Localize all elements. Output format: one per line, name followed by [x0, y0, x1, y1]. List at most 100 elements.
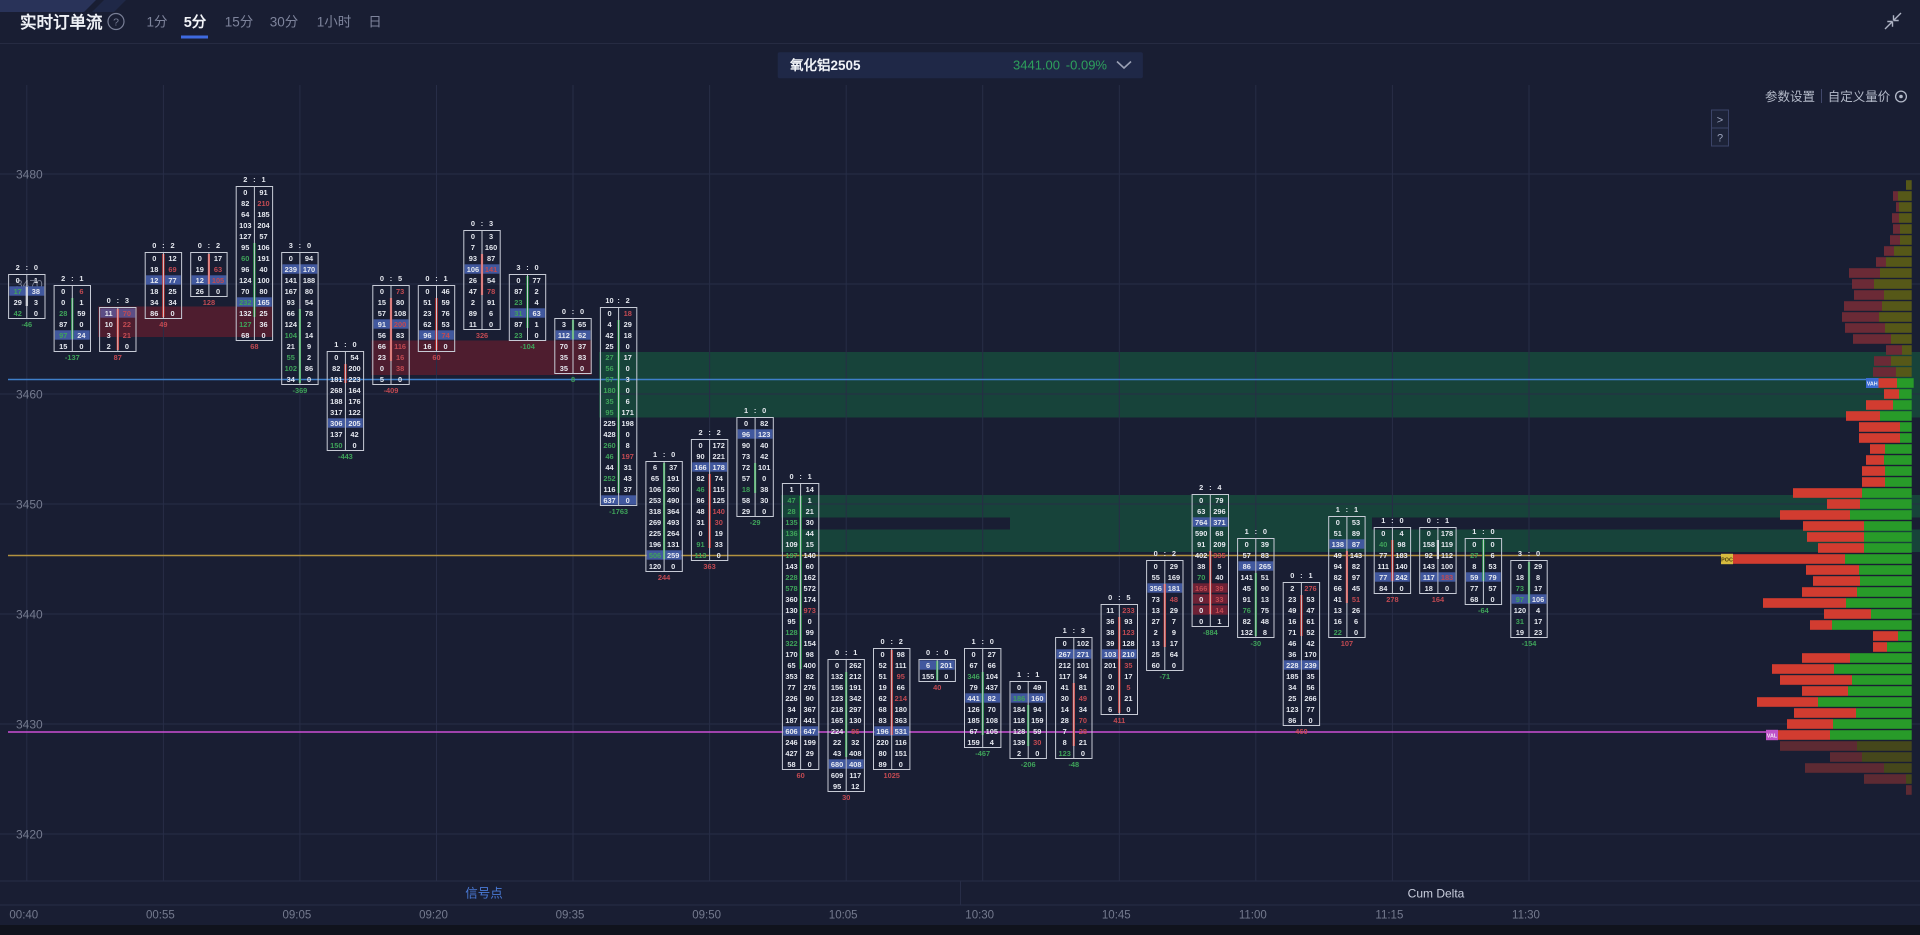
svg-text:5: 5	[1126, 593, 1130, 602]
svg-text:3: 3	[1518, 549, 1522, 558]
svg-text:17: 17	[14, 287, 22, 296]
svg-text:53: 53	[1306, 595, 1314, 604]
svg-text:0: 0	[1063, 639, 1067, 648]
svg-text:30: 30	[760, 496, 768, 505]
svg-text:70: 70	[123, 309, 131, 318]
svg-text:2: 2	[1172, 549, 1176, 558]
svg-text:0: 0	[34, 309, 38, 318]
svg-text:47: 47	[469, 287, 477, 296]
svg-text:428: 428	[603, 430, 615, 439]
svg-text:89: 89	[878, 760, 886, 769]
svg-text:20: 20	[1106, 683, 1114, 692]
svg-text:460: 460	[1295, 727, 1307, 736]
svg-text:176: 176	[348, 397, 360, 406]
svg-text:0: 0	[1199, 606, 1203, 615]
svg-text:117: 117	[1059, 672, 1071, 681]
svg-text:267: 267	[1059, 650, 1071, 659]
svg-text:57: 57	[742, 474, 750, 483]
svg-text:1: 1	[808, 496, 812, 505]
svg-text:3460: 3460	[16, 388, 43, 402]
svg-text:171: 171	[622, 408, 634, 417]
svg-text:143: 143	[785, 562, 797, 571]
svg-text:0: 0	[1518, 562, 1522, 571]
svg-text:49: 49	[1033, 683, 1041, 692]
svg-text:116: 116	[895, 738, 907, 747]
svg-text:116: 116	[604, 485, 616, 494]
svg-text:26: 26	[469, 276, 477, 285]
svg-text:25: 25	[259, 309, 267, 318]
svg-text:54: 54	[487, 276, 496, 285]
svg-text:0: 0	[1427, 516, 1431, 525]
svg-text:218: 218	[831, 705, 843, 714]
svg-text:97: 97	[1352, 573, 1360, 582]
svg-text:408: 408	[849, 749, 861, 758]
svg-text:178: 178	[1441, 529, 1453, 538]
svg-text:35: 35	[605, 397, 613, 406]
svg-text:0: 0	[671, 450, 675, 459]
svg-text:143: 143	[1350, 551, 1362, 560]
svg-text:87: 87	[487, 254, 495, 263]
svg-text:135: 135	[785, 518, 797, 527]
svg-text:106: 106	[649, 485, 661, 494]
svg-text:28: 28	[1079, 727, 1087, 736]
svg-text:60: 60	[796, 771, 804, 780]
svg-text:14: 14	[1215, 606, 1224, 615]
svg-text:335: 335	[1213, 551, 1225, 560]
svg-text::: :	[435, 274, 437, 283]
svg-text:97: 97	[1516, 595, 1524, 604]
svg-text:96: 96	[241, 265, 249, 274]
svg-text:196: 196	[649, 540, 661, 549]
svg-text:9: 9	[1172, 628, 1176, 637]
svg-text:0: 0	[762, 507, 766, 516]
svg-text:1: 1	[1308, 571, 1312, 580]
svg-text:0: 0	[1490, 527, 1494, 536]
svg-text:84: 84	[1379, 584, 1388, 593]
svg-text:158: 158	[1423, 540, 1435, 549]
svg-text:30: 30	[1033, 738, 1041, 747]
svg-text:64: 64	[1170, 650, 1179, 659]
svg-text:160: 160	[485, 243, 497, 252]
svg-text:136: 136	[785, 529, 797, 538]
svg-text:51: 51	[1261, 573, 1269, 582]
svg-text:647: 647	[804, 727, 816, 736]
svg-text:67: 67	[969, 661, 977, 670]
svg-text:228: 228	[785, 573, 797, 582]
svg-text:400: 400	[804, 661, 816, 670]
svg-text:0: 0	[535, 263, 539, 272]
svg-text:0: 0	[1490, 595, 1494, 604]
svg-text:116: 116	[394, 342, 406, 351]
svg-text:0: 0	[808, 760, 812, 769]
svg-text:12: 12	[851, 782, 859, 791]
svg-text:18: 18	[150, 265, 158, 274]
svg-text:0: 0	[1108, 593, 1112, 602]
svg-text:164: 164	[1432, 595, 1445, 604]
svg-text:90: 90	[806, 694, 814, 703]
svg-text:09:20: 09:20	[419, 910, 448, 922]
svg-text:402: 402	[1195, 551, 1207, 560]
svg-text:56: 56	[378, 331, 386, 340]
svg-text:8: 8	[626, 441, 630, 450]
svg-text:363: 363	[895, 716, 907, 725]
svg-text:205: 205	[348, 419, 360, 428]
svg-text:0: 0	[334, 353, 338, 362]
svg-text:0: 0	[61, 298, 65, 307]
svg-text::: :	[253, 175, 255, 184]
svg-text:47: 47	[1306, 606, 1314, 615]
svg-text:1: 1	[653, 450, 657, 459]
svg-text:13: 13	[1152, 606, 1160, 615]
svg-text:104: 104	[285, 331, 298, 340]
svg-text:3: 3	[626, 375, 630, 384]
svg-text:36: 36	[1288, 650, 1296, 659]
svg-text:185: 185	[1286, 672, 1298, 681]
svg-text:0: 0	[744, 419, 748, 428]
svg-text:-30: -30	[1250, 639, 1261, 648]
svg-text:35: 35	[560, 364, 568, 373]
svg-text:165: 165	[831, 716, 843, 725]
svg-text:140: 140	[1395, 562, 1407, 571]
svg-text:3440: 3440	[16, 608, 43, 622]
svg-text:3: 3	[489, 219, 493, 228]
svg-text:100: 100	[1441, 562, 1453, 571]
svg-text:371: 371	[1213, 518, 1225, 527]
svg-text:67: 67	[605, 375, 613, 384]
svg-text:17: 17	[1170, 639, 1178, 648]
